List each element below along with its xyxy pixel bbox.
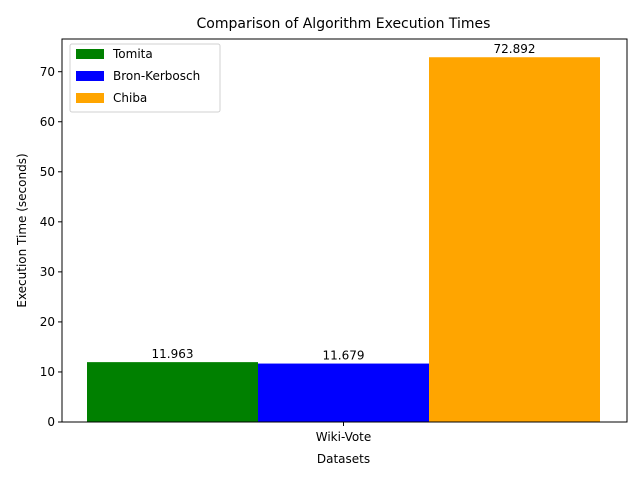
bar-data-label: 11.679 [323, 349, 365, 363]
legend-swatch [76, 49, 104, 59]
legend: Tomita Bron-Kerbosch Chiba [69, 43, 221, 113]
bar-bron-kerbosch [258, 363, 429, 422]
chart-title: Comparison of Algorithm Execution Times [197, 16, 491, 32]
y-tick-label: 50 [40, 165, 55, 179]
y-tick-label: 60 [40, 115, 55, 129]
bar-data-label: 72.892 [494, 42, 536, 56]
plot-area: 0 10 20 30 40 50 60 70 11.963 11.679 72.892 Wiki-Vo… [40, 38, 628, 444]
bar-tomita [87, 362, 258, 422]
y-tick-label: 70 [40, 65, 55, 79]
legend-swatch [76, 71, 104, 81]
y-tick-label: 20 [40, 315, 55, 329]
bar-chiba [429, 57, 600, 422]
y-tick-label: 30 [40, 265, 55, 279]
legend-label: Bron-Kerbosch [113, 69, 200, 83]
plot-frame [61, 38, 628, 423]
legend-frame [69, 43, 221, 113]
legend-swatch [76, 93, 104, 103]
legend-label: Chiba [113, 91, 147, 105]
x-tick-label: Wiki-Vote [316, 430, 372, 444]
y-axis-label: Execution Time (seconds) [15, 153, 29, 307]
legend-label: Tomita [112, 47, 153, 61]
y-tick-label: 40 [40, 215, 55, 229]
y-tick-label: 10 [40, 365, 55, 379]
y-tick-label: 0 [47, 415, 55, 429]
x-axis-label: Datasets [317, 452, 370, 466]
bar-data-label: 11.963 [152, 347, 194, 361]
